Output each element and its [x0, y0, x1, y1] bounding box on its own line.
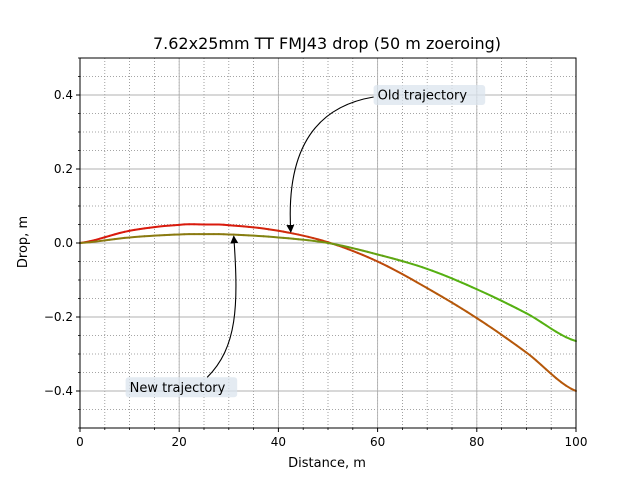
annotation-arrow-1 — [286, 96, 374, 233]
series-segment — [525, 351, 533, 358]
axis-ticks: 0 20 40 60 80 100 −0.4 −0.2 0.0 0.2 0.4 — [44, 57, 588, 449]
annotation-arrow-2 — [206, 235, 239, 378]
series-segment — [500, 333, 508, 340]
x-tick-label: 100 — [565, 435, 588, 449]
x-tick-label: 40 — [271, 435, 286, 449]
series-layer — [79, 223, 577, 392]
chart-title: 7.62x25mm TT FMJ43 drop (50 m zoeroing) — [153, 34, 501, 53]
series-segment — [505, 337, 513, 343]
series-segment — [560, 381, 568, 387]
annotation-label-2: New trajectory — [130, 381, 226, 396]
series-segment — [550, 372, 558, 380]
series-segment — [520, 347, 528, 354]
series-segment — [515, 344, 523, 350]
y-tick-label: −0.2 — [44, 310, 73, 324]
x-tick-label: 0 — [76, 435, 84, 449]
x-tick-label: 80 — [469, 435, 484, 449]
x-tick-label: 20 — [172, 435, 187, 449]
series-segment — [545, 368, 553, 375]
annotation-label-1: Old trajectory — [378, 89, 468, 104]
y-tick-label: 0.4 — [54, 88, 73, 102]
series-segment — [530, 355, 538, 362]
series-line-2 — [79, 233, 577, 343]
series-segment — [540, 363, 548, 371]
x-axis-label: Distance, m — [288, 456, 366, 471]
series-segment — [510, 340, 518, 347]
series-segment — [535, 359, 543, 366]
series-segment — [495, 330, 503, 336]
annotations: Old trajectory New trajectory — [125, 85, 486, 398]
annotation-box-1 — [373, 85, 486, 105]
y-tick-label: 0.2 — [54, 162, 73, 176]
grid — [79, 57, 577, 429]
series-segment — [570, 387, 577, 392]
y-tick-label: −0.4 — [44, 384, 73, 398]
series-segment — [555, 377, 563, 384]
annotation-box-2 — [125, 377, 238, 398]
x-tick-label: 60 — [370, 435, 385, 449]
series-segment — [570, 338, 577, 343]
y-axis-label: Drop, m — [16, 216, 31, 268]
series-segment — [490, 326, 498, 333]
y-tick-label: 0.0 — [54, 236, 73, 250]
series-line-1 — [79, 223, 577, 392]
